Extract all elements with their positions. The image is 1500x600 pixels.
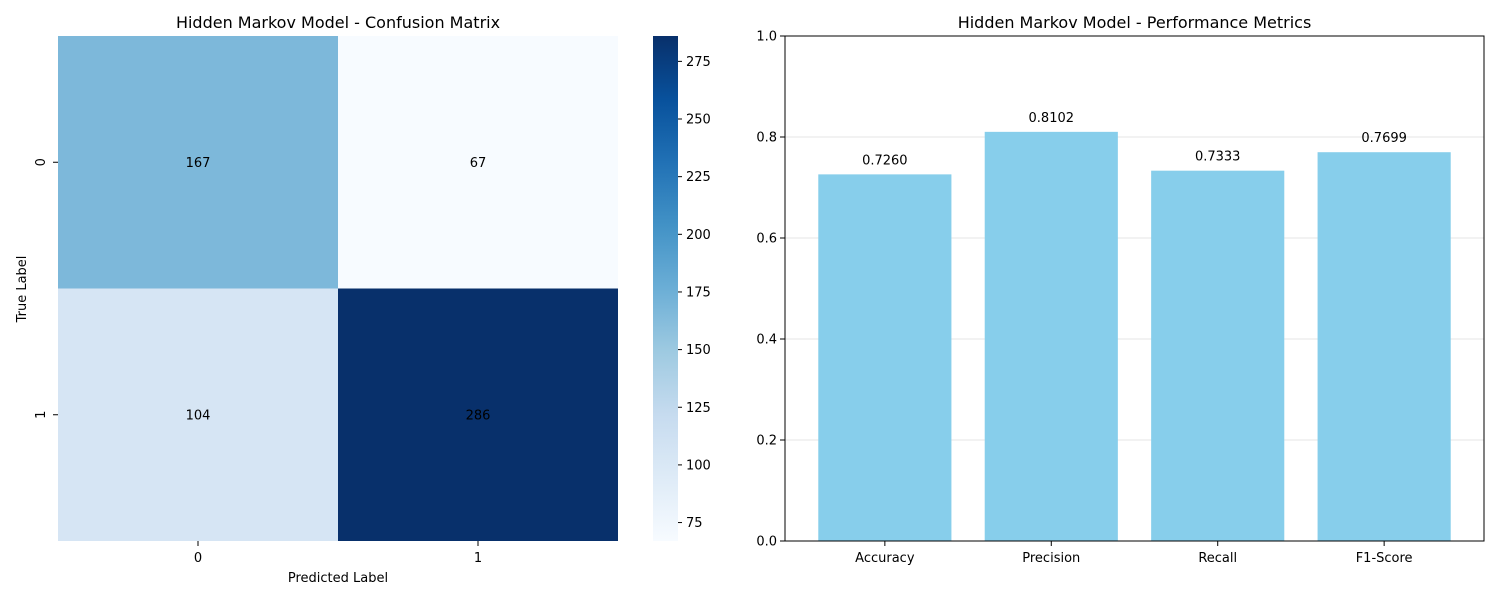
heatmap-xlabel: Predicted Label	[288, 571, 388, 586]
heatmap-ylabel: True Label	[15, 256, 30, 324]
x-tick-label: Accuracy	[855, 551, 915, 566]
heatmap-cell	[338, 288, 618, 541]
heatmap-axes: 0 1 0 1	[34, 158, 482, 566]
bar-data-label: 0.7333	[1195, 150, 1241, 165]
x-tick-label: 1	[474, 551, 482, 566]
colorbar-tick-label: 200	[686, 228, 711, 243]
y-tick-label: 1	[34, 411, 49, 419]
colorbar-tick-label: 175	[686, 285, 711, 300]
heatmap-cell	[58, 288, 338, 541]
colorbar-ticks: 75 100 125 150 175 200 225 250 275	[678, 55, 711, 531]
y-tick-label: 0.6	[756, 232, 777, 247]
y-tick-label: 0	[34, 158, 49, 166]
x-tick-label: F1-Score	[1356, 551, 1413, 566]
bar	[818, 174, 952, 541]
bar-series: 0.7260 0.8102 0.7333 0.7699	[818, 111, 1451, 541]
y-tick-label: 0.2	[756, 434, 777, 449]
heatmap-cell-label: 67	[470, 156, 487, 171]
colorbar-tick-label: 75	[686, 516, 703, 531]
bar-axes: 0.0 0.2 0.4 0.6 0.8 1.0 Accuracy Precision Recal…	[756, 30, 1412, 567]
heatmap-cell	[338, 36, 618, 289]
colorbar-tick-label: 250	[686, 113, 711, 128]
y-tick-label: 0.0	[756, 535, 777, 550]
x-tick-label: 0	[194, 551, 202, 566]
bar-data-label: 0.7260	[862, 153, 908, 168]
y-tick-label: 0.8	[756, 131, 777, 146]
colorbar-tick-label: 225	[686, 170, 711, 185]
colorbar-tick-label: 100	[686, 458, 711, 473]
colorbar: 75 100 125 150 175 200 225 250 275	[653, 36, 711, 541]
heatmap-cell-label: 104	[186, 408, 211, 423]
heatmap-title: Hidden Markov Model - Confusion Matrix	[176, 13, 500, 32]
bar	[1317, 152, 1451, 541]
y-tick-label: 1.0	[756, 30, 777, 45]
heatmap-panel: Hidden Markov Model - Confusion Matrix 1…	[15, 13, 618, 586]
bar-chart-title: Hidden Markov Model - Performance Metric…	[958, 13, 1312, 32]
bar-axes-frame	[784, 35, 1485, 542]
x-tick-label: Recall	[1198, 551, 1237, 566]
colorbar-tick-label: 125	[686, 401, 711, 416]
y-tick-label: 0.4	[756, 333, 777, 348]
heatmap-cells: 167 67 104 286	[58, 36, 618, 541]
colorbar-tick-label: 275	[686, 55, 711, 70]
heatmap-cell	[58, 36, 338, 289]
colorbar-gradient	[653, 36, 678, 541]
bar-data-label: 0.8102	[1029, 111, 1075, 126]
bar	[1151, 170, 1285, 541]
colorbar-tick-label: 150	[686, 343, 711, 358]
heatmap-cell-label: 286	[466, 408, 491, 423]
x-tick-label: Precision	[1022, 551, 1080, 566]
bar-panel: Hidden Markov Model - Performance Metric…	[756, 13, 1485, 567]
heatmap-cell-label: 167	[186, 156, 211, 171]
bar	[984, 131, 1118, 541]
bar-data-label: 0.7699	[1361, 131, 1407, 146]
